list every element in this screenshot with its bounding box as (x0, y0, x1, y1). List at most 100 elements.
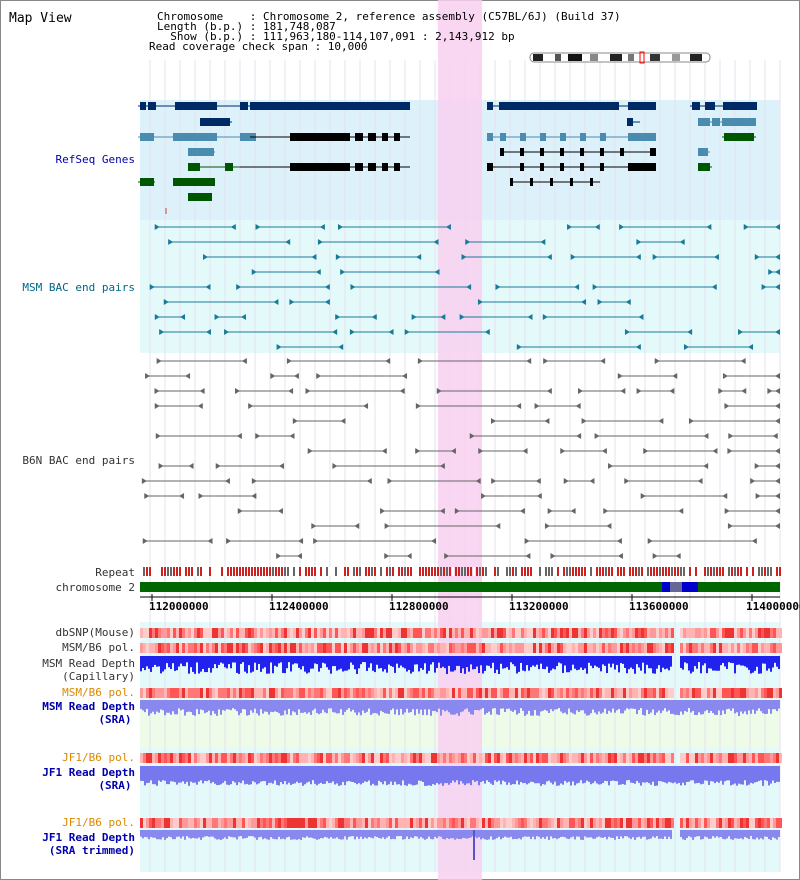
jf1-trimmed-depth-bar (560, 830, 562, 837)
msm-b6-pol-strip (359, 688, 362, 698)
jf1-b6-pol-strip (602, 818, 605, 828)
msm-bac-pair (205, 284, 211, 290)
track-label-msm-b6-pol-2[interactable]: MSM/B6 pol. (62, 686, 135, 699)
track-label-msm-b6-pol-1[interactable]: MSM/B6 pol. (62, 641, 135, 654)
jf1-sra-depth-bar (622, 766, 624, 785)
jf1-b6-pol-strip (560, 818, 563, 828)
jf1-sra-depth-bar (620, 766, 622, 785)
msm-b6-pol-strip (686, 643, 689, 653)
msm-sra-depth-bar (502, 700, 504, 709)
jf1-b6-pol-strip (221, 753, 224, 763)
dbsnp-strip (602, 628, 605, 638)
msm-b6-pol-strip (758, 688, 761, 698)
msm-b6-pol-strip (566, 688, 569, 698)
dbsnp-strip (638, 628, 641, 638)
msm-sra-depth-bar (726, 700, 728, 710)
refseq-gene (530, 178, 533, 186)
msm-sra-depth-bar (772, 700, 774, 710)
msm-capillary-depth-bar (162, 656, 164, 672)
msm-b6-pol-strip (371, 643, 374, 653)
b6n-bac-pair (652, 553, 658, 559)
jf1-b6-pol-strip (617, 753, 620, 763)
msm-capillary-depth-bar (374, 656, 376, 673)
jf1-b6-pol-strip (620, 753, 623, 763)
repeat-feature (581, 567, 583, 576)
dbsnp-strip (464, 628, 467, 638)
track-label-jf1-depth-trim-1[interactable]: JF1 Read Depth (42, 831, 135, 844)
b6n-bac-pair (406, 553, 412, 559)
jf1-trimmed-depth-bar (648, 830, 650, 840)
track-label-jf1-b6-pol-2[interactable]: JF1/B6 pol. (62, 816, 135, 829)
track-label-dbsnp[interactable]: dbSNP(Mouse) (55, 626, 135, 639)
dbsnp-strip (560, 628, 563, 638)
msm-capillary-depth-bar (380, 656, 382, 669)
jf1-sra-depth-bar (290, 766, 292, 785)
msm-b6-pol-strip (698, 643, 701, 653)
dbsnp-strip (164, 628, 167, 638)
jf1-trimmed-depth-bar (718, 830, 720, 838)
jf1-b6-pol-strip (248, 818, 251, 828)
jf1-b6-pol-strip (626, 818, 629, 828)
jf1-sra-depth-bar (414, 766, 416, 786)
jf1-b6-pol-strip (542, 753, 545, 763)
msm-b6-pol-strip (773, 688, 776, 698)
track-label-refseq[interactable]: RefSeq Genes (55, 153, 135, 166)
msm-b6-pol-strip (143, 643, 146, 653)
b6n-bac-pair (313, 538, 319, 544)
msm-b6-pol-strip (701, 643, 704, 653)
jf1-trimmed-depth-bar (694, 830, 696, 838)
jf1-trimmed-depth-bar (500, 830, 502, 840)
msm-capillary-depth-bar (664, 656, 666, 670)
repeat-feature (254, 567, 256, 576)
msm-b6-pol-strip (302, 688, 305, 698)
msm-b6-pol-strip (443, 688, 446, 698)
msm-b6-pol-strip (191, 643, 194, 653)
track-label-chromosome[interactable]: chromosome 2 (55, 581, 135, 594)
msm-sra-depth-bar (194, 700, 196, 716)
jf1-b6-pol-strip (602, 753, 605, 763)
track-label-jf1-b6-pol-1[interactable]: JF1/B6 pol. (62, 751, 135, 764)
msm-sra-depth-bar (672, 700, 674, 714)
track-label-jf1-depth-sra-1[interactable]: JF1 Read Depth (42, 766, 135, 779)
msm-sra-depth-bar (254, 700, 256, 709)
track-label-msm-depth-sra-1[interactable]: MSM Read Depth (42, 700, 135, 713)
msm-capillary-depth-bar (350, 656, 352, 663)
msm-b6-pol-strip (449, 688, 452, 698)
b6n-bac-pair (516, 403, 522, 409)
track-label-msm-depth-cap-1[interactable]: MSM Read Depth (42, 657, 135, 670)
msm-sra-depth-bar (660, 700, 662, 714)
jf1-b6-pol-strip (176, 818, 179, 828)
jf1-b6-pol-strip (335, 818, 338, 828)
msm-bac-pair (214, 314, 220, 320)
msm-b6-pol-strip (587, 688, 590, 698)
msm-capillary-depth-bar (770, 656, 772, 672)
dbsnp-strip (470, 628, 473, 638)
jf1-sra-depth-bar (354, 766, 356, 783)
repeat-feature (458, 567, 460, 576)
jf1-sra-depth-bar (760, 766, 762, 781)
track-label-b6n-bac[interactable]: B6N BAC end pairs (22, 454, 135, 467)
msm-capillary-depth-bar (192, 656, 194, 672)
jf1-sra-depth-bar (708, 766, 710, 785)
track-label-repeat[interactable]: Repeat (95, 566, 135, 579)
msm-bac-pair (224, 329, 230, 335)
msm-bac-pair (570, 254, 576, 260)
b6n-bac-pair (144, 493, 150, 499)
b6n-bac-pair (478, 448, 484, 454)
msm-capillary-depth-bar (154, 656, 156, 665)
jf1-b6-pol-strip (587, 818, 590, 828)
jf1-b6-pol-strip (704, 818, 707, 828)
track-label-msm-bac[interactable]: MSM BAC end pairs (22, 281, 135, 294)
jf1-trimmed-depth-bar (224, 830, 226, 838)
msm-capillary-depth-bar (206, 656, 208, 673)
jf1-b6-pol-strip (449, 753, 452, 763)
msm-b6-pol-strip (455, 688, 458, 698)
jf1-sra-depth-bar (344, 766, 346, 786)
repeat-feature (203, 567, 205, 576)
msm-capillary-depth-bar (576, 656, 578, 671)
jf1-b6-pol-strip (305, 818, 308, 828)
jf1-b6-pol-strip (740, 818, 743, 828)
msm-b6-pol-strip (728, 643, 731, 653)
jf1-b6-pol-strip (257, 818, 260, 828)
